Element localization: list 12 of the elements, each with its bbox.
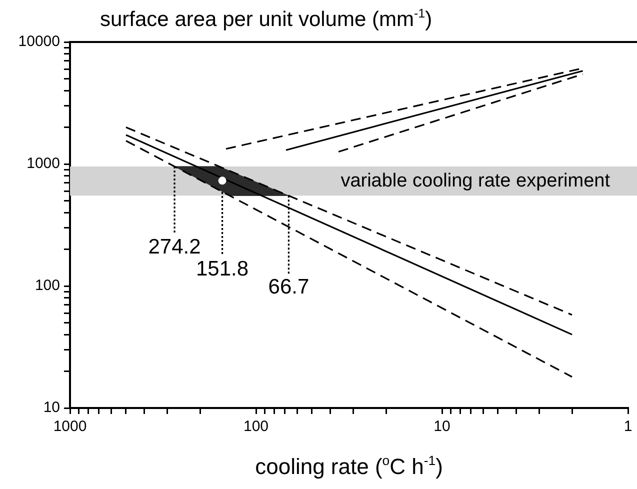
y-tick-label: 1000 bbox=[26, 155, 60, 172]
annotation: 274.2 bbox=[148, 235, 201, 258]
y-tick-label: 100 bbox=[34, 277, 60, 294]
y-tick-label: 10 bbox=[43, 399, 60, 416]
x-tick-label: 1000 bbox=[53, 418, 87, 436]
annotation: 151.8 bbox=[196, 257, 249, 280]
y-tick-label: 10000 bbox=[18, 33, 60, 50]
x-tick-label: 1 bbox=[624, 418, 632, 436]
x-tick-label: 100 bbox=[243, 418, 269, 436]
x-tick-label: 10 bbox=[434, 418, 450, 436]
annotation: 66.7 bbox=[268, 275, 310, 298]
band-label: variable cooling rate experiment bbox=[340, 170, 611, 192]
